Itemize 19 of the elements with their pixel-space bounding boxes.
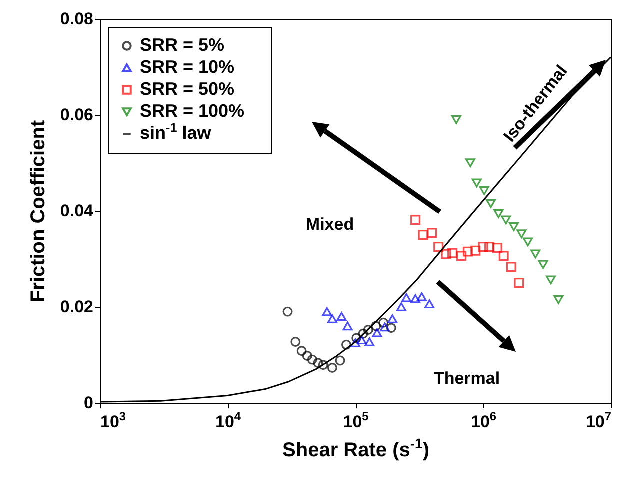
legend-label: SRR = 100% — [140, 101, 245, 121]
x-tick-label: 10$^{4}$ — [215, 410, 242, 432]
x-axis-title: Shear Rate (s$^{-1}$) — [282, 436, 430, 462]
x-tick-label: 10$^{6}$ — [470, 410, 497, 432]
y-tick-label: 0.08 — [60, 10, 94, 28]
y-tick-label: 0.02 — [60, 298, 94, 316]
y-tick-label: 0.04 — [60, 202, 94, 220]
legend-label: SRR = 10% — [140, 57, 235, 77]
y-tick-label: 0.06 — [60, 106, 94, 124]
x-tick-label: 10$^{7}$ — [586, 410, 612, 432]
legend-label: sin$^{-1}$ law — [140, 121, 212, 143]
x-tick-label: 10$^{5}$ — [343, 410, 370, 432]
legend-label: SRR = 5% — [140, 35, 225, 55]
annotation: Thermal — [434, 369, 500, 388]
annotation: Mixed — [306, 215, 354, 234]
x-tick-label: 10$^{3}$ — [100, 410, 126, 432]
legend-label: SRR = 50% — [140, 79, 235, 99]
y-tick-label: 0 — [84, 394, 94, 412]
y-axis-title: Friction Coefficient — [27, 120, 50, 303]
